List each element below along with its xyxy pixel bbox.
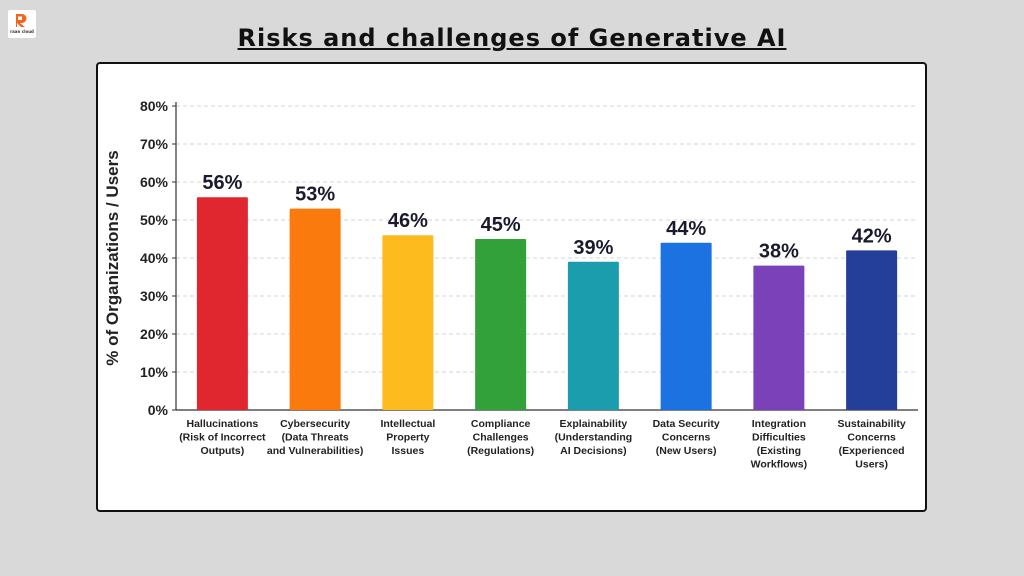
y-tick-label: 20% bbox=[140, 326, 169, 342]
bar-value-label: 39% bbox=[573, 237, 613, 259]
x-axis-labels: Hallucinations (Risk of Incorrect Outputs)… bbox=[179, 418, 906, 471]
bar bbox=[196, 197, 248, 410]
bar-value-label: 53% bbox=[295, 184, 335, 206]
y-tick-label: 0% bbox=[148, 402, 169, 418]
bar bbox=[289, 208, 341, 410]
logo-icon bbox=[16, 14, 27, 27]
bar bbox=[475, 239, 527, 410]
bar-value-label: 38% bbox=[759, 241, 799, 263]
x-tick-label: Compliance Challenges (Regulations) bbox=[467, 418, 534, 457]
y-axis-ticks: 0% 10% 20% 30% 40% 50% 60% 70% 80% bbox=[140, 98, 176, 418]
bar-value-label: 44% bbox=[666, 218, 706, 240]
y-tick-label: 30% bbox=[140, 288, 169, 304]
bar bbox=[660, 242, 712, 410]
bar-chart: 0% 10% 20% 30% 40% 50% 60% 70% 80% 56% 53% 46% 45% 3… bbox=[103, 98, 918, 471]
bar bbox=[753, 265, 805, 410]
y-tick-label: 60% bbox=[140, 174, 169, 190]
chart-card: 0% 10% 20% 30% 40% 50% 60% 70% 80% 56% 53% 46% 45% 3… bbox=[96, 62, 927, 512]
x-tick-label: Hallucinations (Risk of Incorrect Outputs) bbox=[179, 418, 266, 457]
y-tick-label: 80% bbox=[140, 98, 169, 114]
axes bbox=[175, 102, 918, 411]
grid-lines bbox=[176, 105, 918, 373]
bars bbox=[196, 197, 898, 410]
x-tick-label: Data Security Concerns (New Users) bbox=[653, 418, 720, 457]
value-labels: 56% 53% 46% 45% 39% 44% 38% 42% bbox=[202, 172, 891, 262]
y-tick-label: 40% bbox=[140, 250, 169, 266]
y-tick-label: 70% bbox=[140, 136, 169, 152]
bar-value-label: 46% bbox=[388, 210, 428, 232]
x-tick-label: Explainability (Understanding AI Decisions… bbox=[555, 418, 633, 457]
y-tick-label: 50% bbox=[140, 212, 169, 228]
y-axis-label: % of Organizations / Users bbox=[103, 150, 122, 365]
bar-value-label: 56% bbox=[202, 172, 242, 194]
y-tick-label: 10% bbox=[140, 364, 169, 380]
raan-cloud-logo: raan cloud bbox=[8, 10, 36, 38]
x-tick-label: Intellectual Property Issues bbox=[380, 418, 435, 457]
bar bbox=[382, 235, 434, 410]
logo-brand-text: raan cloud bbox=[10, 29, 34, 34]
bar-value-label: 42% bbox=[852, 225, 892, 247]
bar bbox=[567, 261, 619, 410]
x-tick-label: Cybersecurity (Data Threats and Vulnerabil… bbox=[267, 418, 363, 457]
page-title: Risks and challenges of Generative AI bbox=[237, 24, 787, 52]
bar-value-label: 45% bbox=[481, 214, 521, 236]
x-tick-label: Sustainability Concerns (Experienced Users) bbox=[837, 418, 905, 471]
x-tick-label: Integration Difficulties (Existing Workflow… bbox=[751, 418, 807, 471]
bar bbox=[846, 250, 898, 410]
